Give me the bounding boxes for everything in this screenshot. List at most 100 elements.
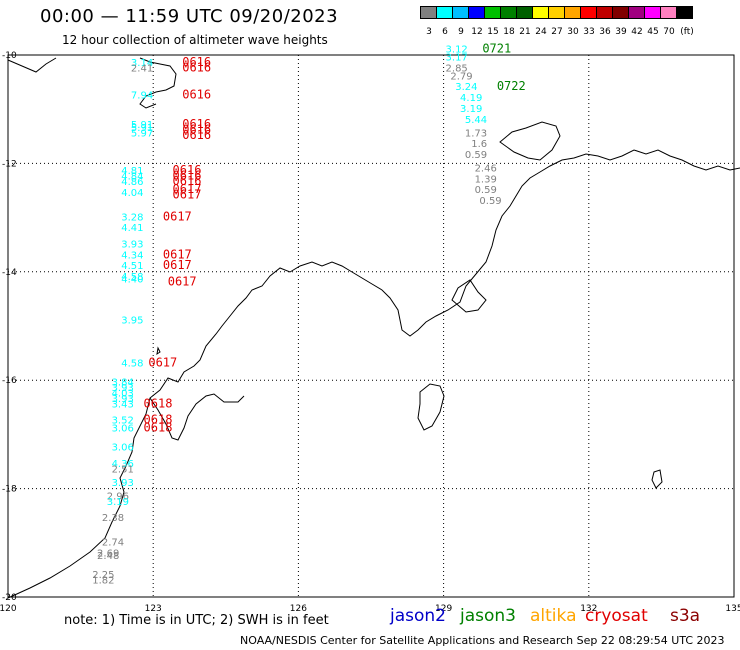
lon-tick-label: 120 (0, 604, 17, 614)
pass-id-label: 0617 (148, 356, 177, 370)
swh-value-label: 4.40 (121, 275, 143, 286)
swh-value-label: 3.12 (446, 44, 468, 55)
satellite-legend-altika: altika (530, 606, 577, 626)
islet-east (651, 469, 663, 489)
colorbar-label: 42 (631, 27, 643, 37)
colorbar-label: 6 (442, 27, 448, 37)
lon-tick-label: 135 (725, 604, 740, 614)
timor-coast (7, 57, 57, 73)
map-frame (7, 54, 735, 598)
pass-id-label: 0616 (182, 60, 211, 74)
lon-tick-label: 129 (435, 604, 452, 614)
pass-id-label: 0617 (168, 274, 197, 288)
pass-id-label: 0618 (144, 421, 173, 435)
pass-id-label: 0618 (144, 413, 173, 427)
colorbar-label: 39 (615, 27, 627, 37)
swh-value-label: 3.43 (112, 399, 134, 410)
swh-value-label: 4.34 (121, 250, 143, 261)
swh-value-label: 7.94 (131, 90, 153, 101)
pass-id-label: 0616 (173, 163, 202, 177)
colorbar-label: 27 (551, 27, 563, 37)
pass-id-label: 0616 (182, 55, 211, 69)
swh-value-label: 4.58 (121, 359, 143, 370)
lon-tick-label: 126 (290, 604, 307, 614)
pass-id-label: 0618 (144, 396, 173, 410)
swh-value-label: 3.19 (460, 104, 482, 115)
pass-id-label: 0616 (182, 117, 211, 131)
colorbar-label: 9 (458, 27, 464, 37)
swh-value-label: 0.59 (475, 185, 497, 196)
swh-value-label: 4.86 (121, 177, 143, 188)
pass-id-label: 0616 (173, 174, 202, 188)
lat-tick-label: -16 (2, 376, 17, 386)
lon-tick-label: 123 (145, 604, 162, 614)
swh-value-label: 3.24 (455, 82, 477, 93)
pass-id-label: 0617 (173, 188, 202, 202)
swh-value-label: 3.06 (112, 424, 134, 435)
pass-id-label: 0616 (173, 169, 202, 183)
pass-id-label: 0616 (182, 123, 211, 137)
colorbar-label: 18 (503, 27, 515, 37)
swh-value-label: 4.04 (121, 188, 143, 199)
swh-value-label: 2.48 (97, 551, 119, 562)
swh-value-label: 3.19 (107, 497, 129, 508)
swh-value-label: 3.93 (112, 478, 134, 489)
swh-value-label: 3.93 (112, 383, 134, 394)
colorbar-label: 24 (535, 27, 547, 37)
australia-coastline (7, 149, 740, 599)
swh-value-label: 1.82 (92, 575, 114, 586)
melville-island (499, 121, 561, 161)
swh-value-label: 1.39 (475, 174, 497, 185)
map-grid: 120 123 126 129 132 135 -10 -12 -14 -16 -18 -20 (0, 51, 740, 614)
kimberley-bay (149, 393, 245, 441)
swh-value-label: 3.17 (446, 52, 468, 63)
satellite-legend-s3a: s3a (670, 606, 701, 626)
swh-value-label: 3.28 (121, 212, 143, 223)
swh-value-label: 5.91 (131, 120, 153, 131)
lat-tick-label: -20 (2, 593, 17, 603)
swh-value-label: 4.41 (121, 223, 143, 234)
footer-note: note: 1) Time is in UTC; 2) SWH is in fe… (64, 613, 329, 628)
coastline (7, 57, 740, 599)
satellite-legend-jason2: jason2 (390, 606, 446, 626)
colorbar-label: 3 (426, 27, 432, 37)
pass-id-label: 0616 (182, 87, 211, 101)
pass-id-label: 0617 (163, 258, 192, 272)
swh-value-label: 4.58 (121, 272, 143, 283)
swh-value-label: 4.36 (112, 459, 134, 470)
groote-island (417, 383, 445, 431)
swh-value-label: 3.84 (112, 378, 134, 389)
satellite-legend-jason3: jason3 (460, 606, 516, 626)
coastline-inlet (451, 279, 487, 313)
colorbar-swatch (676, 6, 693, 19)
swh-value-label: 3.93 (112, 394, 134, 405)
colorbar-label: 15 (487, 27, 499, 37)
swh-colorbar: 3 6 9 12 15 18 21 24 27 30 33 36 39 42 45 70 (ft) (420, 6, 694, 37)
swh-value-label: 5.91 (131, 123, 153, 134)
swh-value-label: 1.73 (465, 128, 487, 139)
swh-value-label: 0.59 (465, 150, 487, 161)
swh-value-label: 2.38 (102, 513, 124, 524)
roti-island (139, 57, 177, 109)
swh-value-label: 3.52 (112, 416, 134, 427)
colorbar-label: 33 (583, 27, 595, 37)
map-subtitle: 12 hour collection of altimeter wave hei… (62, 33, 328, 47)
colorbar-label: 45 (647, 27, 659, 37)
pass-id-label: 0617 (163, 247, 192, 261)
swh-value-label: 0.59 (479, 196, 501, 207)
colorbar-label: 30 (567, 27, 579, 37)
swh-value-label: 2.74 (102, 538, 124, 549)
colorbar-label: 21 (519, 27, 531, 37)
swh-value-label: 4.19 (460, 93, 482, 104)
pass-id-label: 0616 (182, 128, 211, 142)
swh-value-label: 3.93 (121, 239, 143, 250)
swh-value-label: 3.06 (112, 443, 134, 454)
swh-value-label: 4.03 (112, 388, 134, 399)
swh-value-label: 2.41 (131, 63, 153, 74)
swh-value-label: 2.51 (112, 464, 134, 475)
swh-value-label: 1.6 (471, 139, 487, 150)
colorbar-label: 36 (599, 27, 611, 37)
swh-value-label: 4.51 (121, 261, 143, 272)
swh-value-label: 4.81 (121, 166, 143, 177)
